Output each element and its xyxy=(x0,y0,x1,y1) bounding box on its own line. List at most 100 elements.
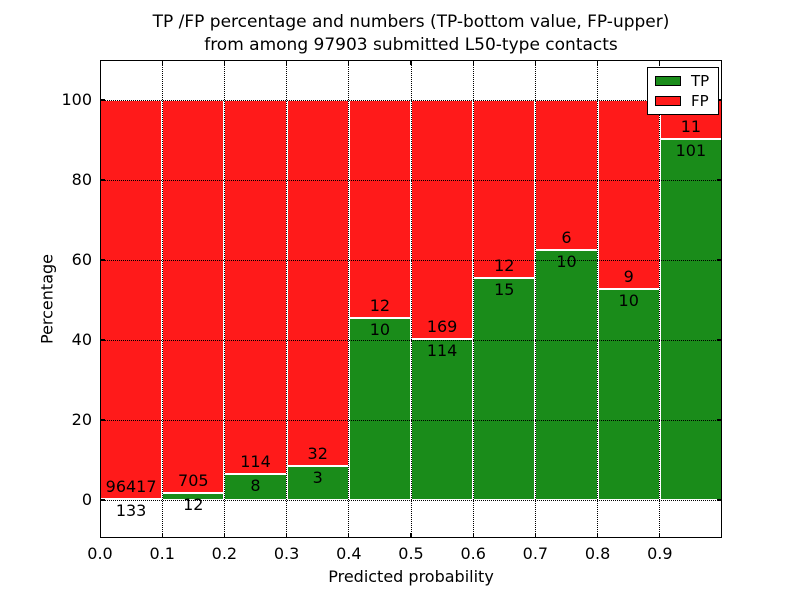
legend-label-tp: TP xyxy=(691,72,710,90)
x-tick-mark xyxy=(223,533,225,538)
y-tick-mark xyxy=(100,259,105,261)
bar-segment-fp xyxy=(411,100,474,339)
x-tick-mark xyxy=(659,533,661,538)
legend-item-fp: FP xyxy=(655,93,709,109)
x-tick-mark xyxy=(161,533,163,538)
bar-segment-tp xyxy=(473,277,536,500)
x-tick-label: 0.8 xyxy=(584,544,611,563)
x-tick-mark xyxy=(534,60,536,65)
y-tick-mark xyxy=(717,499,722,501)
y-tick-mark xyxy=(717,179,722,181)
bar-segment-tp xyxy=(659,139,722,500)
x-tick-label: 0.5 xyxy=(398,544,424,563)
tp-count-label: 10 xyxy=(369,320,391,340)
bar-segment-fp xyxy=(286,100,349,466)
v-gridline xyxy=(410,60,412,538)
y-tick-label: 40 xyxy=(71,330,92,349)
fp-count-label: 32 xyxy=(307,443,328,463)
x-tick-mark xyxy=(472,60,474,65)
tp-count-label: 10 xyxy=(618,291,639,311)
y-tick-label: 100 xyxy=(61,90,92,109)
y-tick-mark xyxy=(100,179,105,181)
tp-count-label: 12 xyxy=(183,495,204,515)
y-tick-mark xyxy=(717,339,722,341)
tp-count-label: 101 xyxy=(675,141,707,161)
y-tick-label: 20 xyxy=(71,410,92,429)
y-tick-mark xyxy=(717,99,722,101)
x-tick-mark xyxy=(410,60,412,65)
y-tick-mark xyxy=(717,259,722,261)
v-gridline xyxy=(659,60,661,538)
bar-segment-tp xyxy=(286,465,349,500)
chart-title: TP /FP percentage and numbers (TP-bottom… xyxy=(100,11,722,57)
x-tick-mark xyxy=(223,60,225,65)
v-gridline xyxy=(534,60,536,538)
tp-count-label: 8 xyxy=(250,475,261,495)
fp-count-label: 96417 xyxy=(105,477,157,497)
bar-segment-tp xyxy=(348,318,411,500)
x-tick-mark xyxy=(472,533,474,538)
legend-swatch-fp-icon xyxy=(655,96,681,106)
bar-segment-tp xyxy=(535,250,598,500)
tp-count-label: 114 xyxy=(426,340,458,360)
x-tick-label: 0.9 xyxy=(647,544,673,563)
v-gridline xyxy=(348,60,350,538)
fp-count-label: 11 xyxy=(680,117,702,137)
v-gridline xyxy=(597,60,599,538)
x-tick-label: 0.1 xyxy=(149,544,175,563)
chart-title-line1: TP /FP percentage and numbers (TP-bottom… xyxy=(152,12,670,32)
x-tick-mark xyxy=(597,60,599,65)
fp-count-label: 169 xyxy=(426,316,458,336)
bar-segment-fp xyxy=(224,100,287,474)
bar-segment-fp xyxy=(100,100,163,500)
tp-count-label: 10 xyxy=(556,252,577,271)
bar-segment-tp xyxy=(162,493,225,500)
x-tick-mark xyxy=(348,533,350,538)
bar-segment-fp xyxy=(348,100,411,319)
bar-segment-tp xyxy=(411,338,474,500)
x-tick-mark xyxy=(597,533,599,538)
y-tick-mark xyxy=(100,99,105,101)
y-tick-label: 0 xyxy=(81,490,92,509)
x-axis-title: Predicted probability xyxy=(328,567,494,586)
y-tick-mark xyxy=(100,419,105,421)
x-tick-mark xyxy=(410,533,412,538)
bar-segment-fp xyxy=(473,100,536,278)
v-gridline xyxy=(161,60,163,538)
legend-item-tp: TP xyxy=(655,73,709,89)
x-tick-label: 0.0 xyxy=(87,544,113,563)
x-tick-label: 0.6 xyxy=(460,544,486,563)
y-tick-label: 60 xyxy=(71,250,92,269)
bar-segment-tp xyxy=(224,473,287,500)
chart-title-line2: from among 97903 submitted L50-type cont… xyxy=(204,35,618,55)
legend-label-fp: FP xyxy=(691,92,709,110)
tp-count-label: 133 xyxy=(115,501,147,521)
bar-segment-fp xyxy=(162,100,225,494)
y-tick-mark xyxy=(100,339,105,341)
fp-count-label: 6 xyxy=(561,228,572,247)
x-tick-mark xyxy=(161,60,163,65)
bar-segment-tp xyxy=(597,289,660,500)
x-tick-mark xyxy=(286,533,288,538)
v-gridline xyxy=(286,60,288,538)
y-tick-label: 80 xyxy=(71,170,92,189)
x-tick-label: 0.7 xyxy=(522,544,549,563)
v-gridline xyxy=(223,60,225,538)
x-tick-label: 0.2 xyxy=(211,544,238,563)
v-gridline xyxy=(472,60,474,538)
x-tick-mark xyxy=(286,60,288,65)
x-tick-label: 0.4 xyxy=(336,544,362,563)
legend: TP FP xyxy=(647,67,720,115)
x-tick-label: 0.3 xyxy=(273,544,300,563)
tp-count-label: 15 xyxy=(494,279,515,299)
y-tick-mark xyxy=(100,499,105,501)
fp-count-label: 12 xyxy=(369,296,391,316)
bar-segment-fp xyxy=(535,100,598,250)
legend-swatch-tp-icon xyxy=(655,76,681,86)
tp-count-label: 3 xyxy=(312,467,323,487)
y-tick-mark xyxy=(717,419,722,421)
x-tick-mark xyxy=(659,60,661,65)
bar-segment-fp xyxy=(597,100,660,290)
x-tick-mark xyxy=(348,60,350,65)
